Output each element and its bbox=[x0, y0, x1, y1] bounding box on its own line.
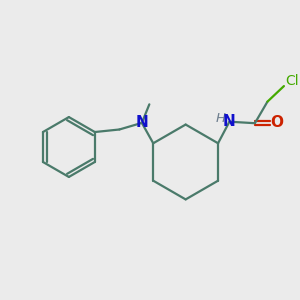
Text: Cl: Cl bbox=[286, 74, 299, 88]
Text: N: N bbox=[223, 114, 236, 129]
Text: O: O bbox=[271, 115, 284, 130]
Text: N: N bbox=[136, 116, 148, 130]
Text: H: H bbox=[216, 112, 226, 124]
